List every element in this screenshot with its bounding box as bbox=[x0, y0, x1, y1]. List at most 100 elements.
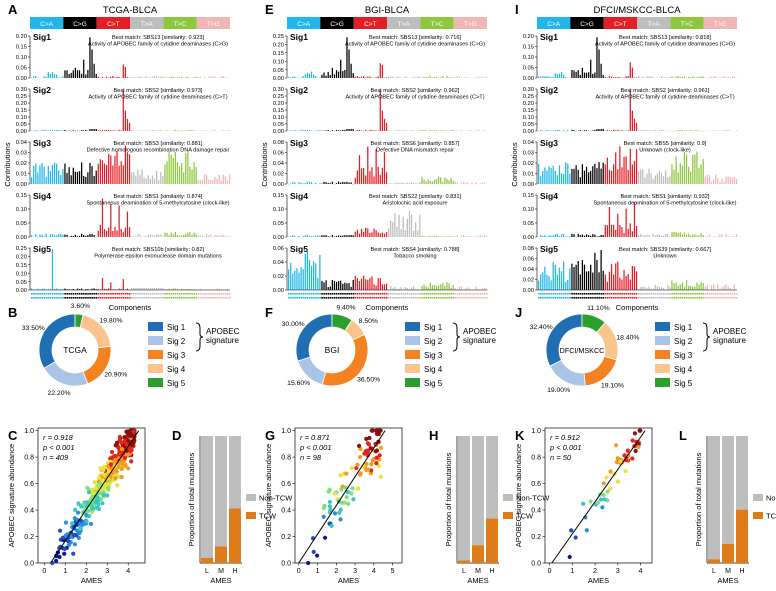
signature-bar bbox=[350, 286, 352, 290]
signature-bar bbox=[143, 130, 145, 131]
signature-bar bbox=[450, 178, 452, 184]
scatter-point bbox=[369, 428, 374, 433]
signature-bar bbox=[560, 71, 563, 78]
signature-bar bbox=[615, 152, 617, 184]
signature-bar bbox=[218, 288, 220, 290]
signature-bar bbox=[696, 282, 698, 290]
context-label-mark bbox=[427, 297, 430, 299]
signature-bar bbox=[438, 176, 440, 184]
context-label-mark bbox=[650, 297, 653, 299]
context-label-mark bbox=[290, 297, 292, 299]
signature-bar bbox=[600, 128, 602, 131]
best-match-text: Best match: SBS39 [similarity: 0.667] bbox=[619, 247, 711, 253]
context-label-mark bbox=[203, 293, 206, 295]
signature-bar bbox=[667, 284, 669, 290]
context-label-mark bbox=[120, 293, 123, 295]
legend-swatch bbox=[405, 378, 420, 387]
signature-bar bbox=[348, 283, 350, 290]
y-tick-label: 0.4 bbox=[24, 508, 34, 515]
signature-bar bbox=[696, 151, 698, 184]
context-label-mark bbox=[638, 297, 640, 299]
y-tick-label: 0.01 bbox=[523, 172, 534, 178]
signature-bar bbox=[64, 129, 66, 131]
signature-bar bbox=[540, 234, 542, 237]
signature-bar bbox=[448, 283, 450, 290]
legend-swatch bbox=[148, 378, 163, 387]
y-tick-label: 0.02 bbox=[273, 172, 284, 178]
context-label-mark bbox=[560, 297, 563, 299]
signature-bar bbox=[49, 129, 51, 131]
context-label-mark bbox=[481, 297, 484, 299]
legend-label: Non-TCW bbox=[766, 494, 776, 503]
signature-bar bbox=[58, 170, 60, 184]
signature-bar bbox=[348, 128, 350, 131]
signature-bar bbox=[174, 77, 176, 78]
signature-bar bbox=[76, 236, 79, 237]
signature-bar bbox=[602, 74, 604, 78]
x-tick-label: 3 bbox=[353, 568, 357, 575]
signature-bar bbox=[658, 170, 661, 184]
signature-bar bbox=[49, 234, 51, 237]
signature-bar bbox=[433, 285, 436, 290]
signature-bar bbox=[621, 167, 623, 184]
signature-bar bbox=[435, 76, 438, 78]
signature-bar bbox=[87, 289, 89, 290]
signature-bar bbox=[467, 236, 469, 237]
signature-bar bbox=[671, 232, 673, 237]
signature-bar bbox=[168, 288, 170, 290]
panel-letter: E bbox=[265, 2, 274, 17]
signature-bar bbox=[729, 288, 731, 290]
context-label-mark bbox=[458, 297, 461, 299]
signature-bar bbox=[619, 130, 621, 131]
signature-bar bbox=[627, 228, 629, 237]
signature-bar bbox=[683, 151, 686, 184]
signature-bar bbox=[35, 163, 37, 184]
signature-bar bbox=[404, 183, 406, 184]
signature-bar bbox=[45, 76, 47, 78]
signature-bar bbox=[191, 169, 193, 184]
signature-bar bbox=[344, 182, 346, 184]
signature-bar bbox=[710, 76, 713, 78]
signature-bar bbox=[89, 37, 91, 78]
best-match-text: Best match: SBS10b [similarity: 0.82] bbox=[112, 247, 204, 253]
x-tick-label: 4 bbox=[372, 568, 376, 575]
signature-bar bbox=[321, 74, 323, 78]
context-label-mark bbox=[602, 297, 605, 299]
signature-bar bbox=[58, 233, 60, 237]
signature-bar bbox=[733, 76, 736, 78]
stat-p: p < 0.001 bbox=[42, 443, 75, 452]
signature-bar bbox=[369, 232, 371, 237]
signature-bar bbox=[642, 169, 644, 184]
scatter-point bbox=[124, 429, 129, 434]
scatter-point bbox=[368, 446, 373, 451]
signature-bar bbox=[431, 181, 433, 184]
signature-bar bbox=[181, 288, 183, 290]
signature-bar bbox=[423, 76, 425, 78]
context-label-mark bbox=[690, 297, 692, 299]
signature-bar bbox=[310, 71, 313, 78]
context-label-mark bbox=[708, 293, 711, 295]
signature-bar bbox=[128, 122, 131, 131]
context-label-mark bbox=[62, 297, 64, 299]
signature-bar bbox=[579, 177, 581, 184]
bar-tcw bbox=[201, 557, 213, 563]
signature-bar bbox=[477, 129, 479, 131]
y-axis-title: APOBEC signature abundance bbox=[7, 444, 16, 547]
scatter-frame bbox=[294, 427, 403, 564]
context-label-mark bbox=[585, 297, 588, 299]
signature-label: Sig2 bbox=[290, 85, 308, 95]
signature-bar bbox=[479, 235, 481, 237]
signature-bar bbox=[667, 77, 669, 78]
context-label-mark bbox=[72, 297, 75, 299]
signature-bar bbox=[694, 286, 696, 290]
signature-bar bbox=[427, 179, 429, 184]
signature-bar bbox=[363, 231, 365, 237]
scatter-point bbox=[74, 522, 79, 528]
signature-bar bbox=[398, 76, 400, 78]
context-label-mark bbox=[51, 297, 54, 299]
signature-bar bbox=[538, 76, 540, 78]
x-tick-label: 0 bbox=[548, 568, 552, 575]
signature-bar bbox=[679, 284, 681, 290]
signature-bar bbox=[567, 279, 569, 290]
context-label-mark bbox=[178, 297, 181, 299]
